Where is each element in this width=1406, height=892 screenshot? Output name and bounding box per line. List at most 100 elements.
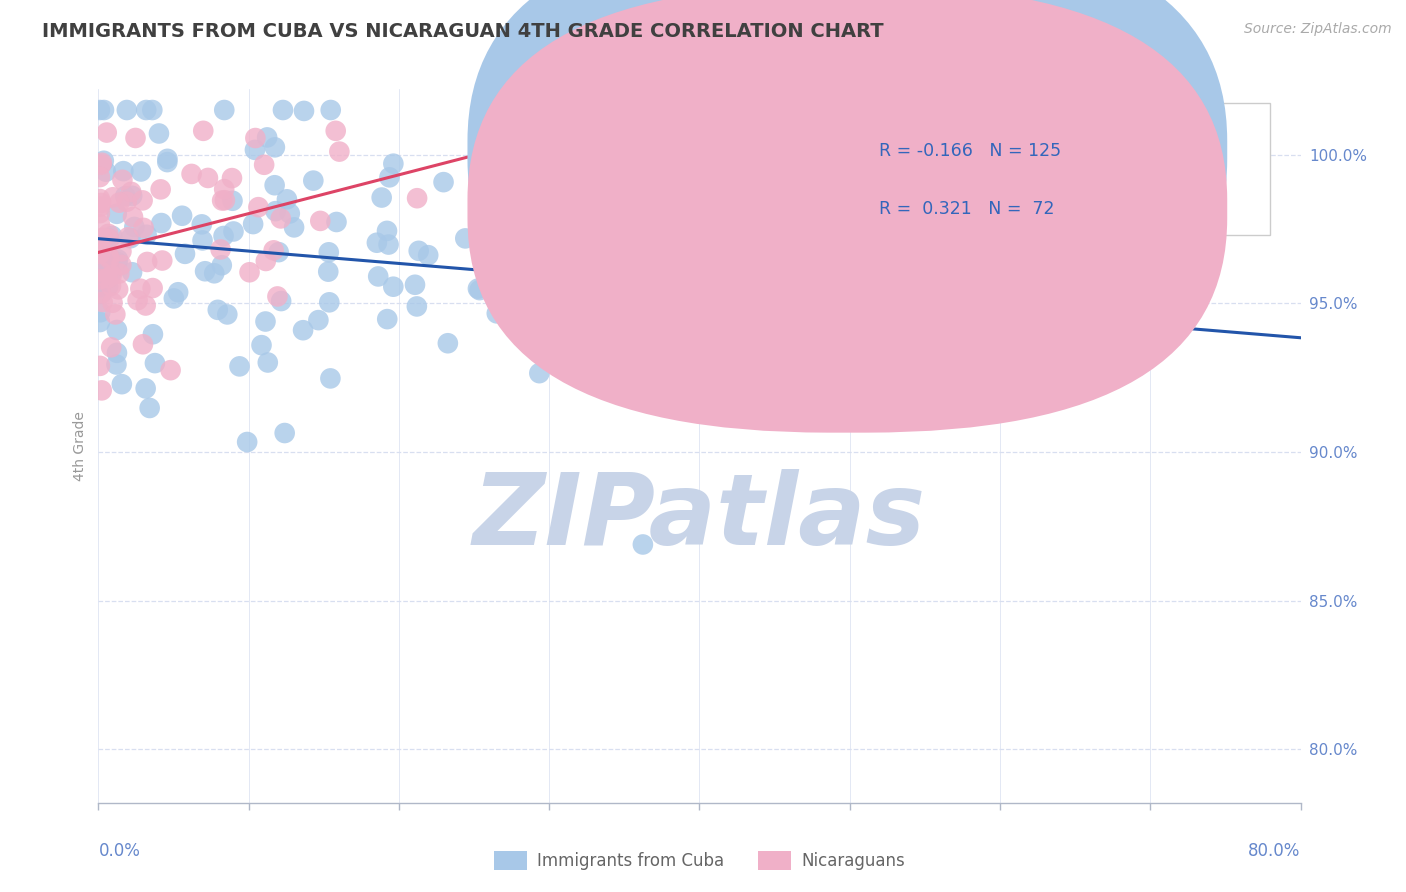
Point <box>209 243 232 257</box>
Point <box>104 307 127 321</box>
Point <box>94 258 117 272</box>
Point <box>276 192 298 206</box>
Point <box>238 265 260 279</box>
Point <box>89 315 111 329</box>
Point <box>111 173 134 187</box>
Text: R = -0.166   N = 125: R = -0.166 N = 125 <box>879 142 1060 160</box>
Point <box>537 107 560 121</box>
Point <box>370 190 392 204</box>
Point <box>105 346 128 360</box>
Point <box>212 182 235 196</box>
Point <box>263 244 285 258</box>
Point <box>143 356 166 370</box>
Point <box>115 194 138 209</box>
Point <box>91 295 114 310</box>
Point <box>217 307 239 321</box>
Point <box>97 231 120 245</box>
Point <box>120 185 142 199</box>
Text: R =  0.321   N =  72: R = 0.321 N = 72 <box>879 201 1054 219</box>
Point <box>325 124 347 138</box>
Point <box>366 235 388 250</box>
Point <box>124 219 146 234</box>
Point <box>468 283 491 297</box>
Point <box>253 158 276 172</box>
Point <box>382 156 405 170</box>
Point <box>247 200 270 214</box>
Point <box>90 195 112 210</box>
Point <box>89 206 111 220</box>
Point <box>107 252 129 267</box>
Point <box>824 331 846 345</box>
Text: ZIPatlas: ZIPatlas <box>472 469 927 566</box>
Point <box>560 217 582 231</box>
Point <box>156 152 179 166</box>
Point <box>309 214 332 228</box>
Point <box>375 312 398 326</box>
Point <box>211 194 233 208</box>
Point <box>122 210 145 224</box>
Y-axis label: 4th Grade: 4th Grade <box>73 411 87 481</box>
Point <box>89 170 111 185</box>
Point <box>100 278 122 293</box>
Point <box>89 200 111 214</box>
Point <box>283 220 305 235</box>
Point <box>202 266 225 280</box>
FancyBboxPatch shape <box>807 103 1271 235</box>
Point <box>121 265 143 279</box>
Text: IMMIGRANTS FROM CUBA VS NICARAGUAN 4TH GRADE CORRELATION CHART: IMMIGRANTS FROM CUBA VS NICARAGUAN 4TH G… <box>42 22 884 41</box>
Point <box>120 231 142 245</box>
Point <box>270 293 292 308</box>
Point <box>221 171 243 186</box>
Point <box>467 282 489 296</box>
Point <box>191 218 214 232</box>
Point <box>741 376 763 390</box>
Point <box>271 103 294 117</box>
Point <box>194 264 217 278</box>
Point <box>574 176 596 190</box>
Point <box>197 170 219 185</box>
Point <box>97 232 120 246</box>
Point <box>319 103 342 117</box>
Point <box>142 281 165 295</box>
Point <box>264 204 287 219</box>
Point <box>149 182 172 196</box>
Point <box>236 435 259 450</box>
Point <box>845 278 868 293</box>
Point <box>89 261 111 276</box>
Point <box>316 265 339 279</box>
Point <box>89 305 111 319</box>
Point <box>135 381 157 395</box>
Point <box>100 340 122 354</box>
Point <box>97 249 120 263</box>
Point <box>89 192 111 206</box>
Point <box>93 153 115 168</box>
Point <box>97 227 120 241</box>
Point <box>270 211 292 226</box>
Point <box>89 103 111 117</box>
Point <box>191 234 214 248</box>
Point <box>105 207 128 221</box>
Point <box>174 247 197 261</box>
Point <box>883 348 905 362</box>
Point <box>97 279 120 293</box>
Point <box>266 289 288 303</box>
Point <box>100 268 122 283</box>
Point <box>631 537 654 551</box>
Point <box>121 189 143 203</box>
Point <box>89 245 111 260</box>
Point <box>93 103 115 117</box>
Point <box>101 190 124 204</box>
Point <box>159 363 181 377</box>
Point <box>432 175 454 189</box>
Point <box>90 155 112 169</box>
Point <box>454 231 477 245</box>
Point <box>406 191 429 205</box>
Point <box>243 143 266 157</box>
Point <box>96 271 118 285</box>
Point <box>132 337 155 351</box>
Point <box>437 336 460 351</box>
Point <box>273 425 295 440</box>
FancyBboxPatch shape <box>467 0 1227 433</box>
Point <box>105 358 128 372</box>
Point <box>263 178 285 193</box>
